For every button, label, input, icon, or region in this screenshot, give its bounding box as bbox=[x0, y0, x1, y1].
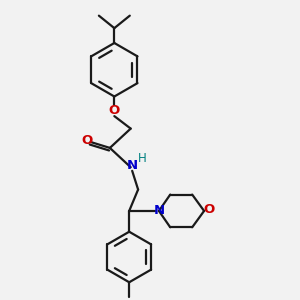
Text: N: N bbox=[153, 204, 164, 218]
Text: O: O bbox=[81, 134, 93, 147]
Text: O: O bbox=[203, 203, 215, 216]
Text: O: O bbox=[109, 104, 120, 117]
Text: H: H bbox=[138, 152, 146, 165]
Text: N: N bbox=[127, 159, 138, 172]
